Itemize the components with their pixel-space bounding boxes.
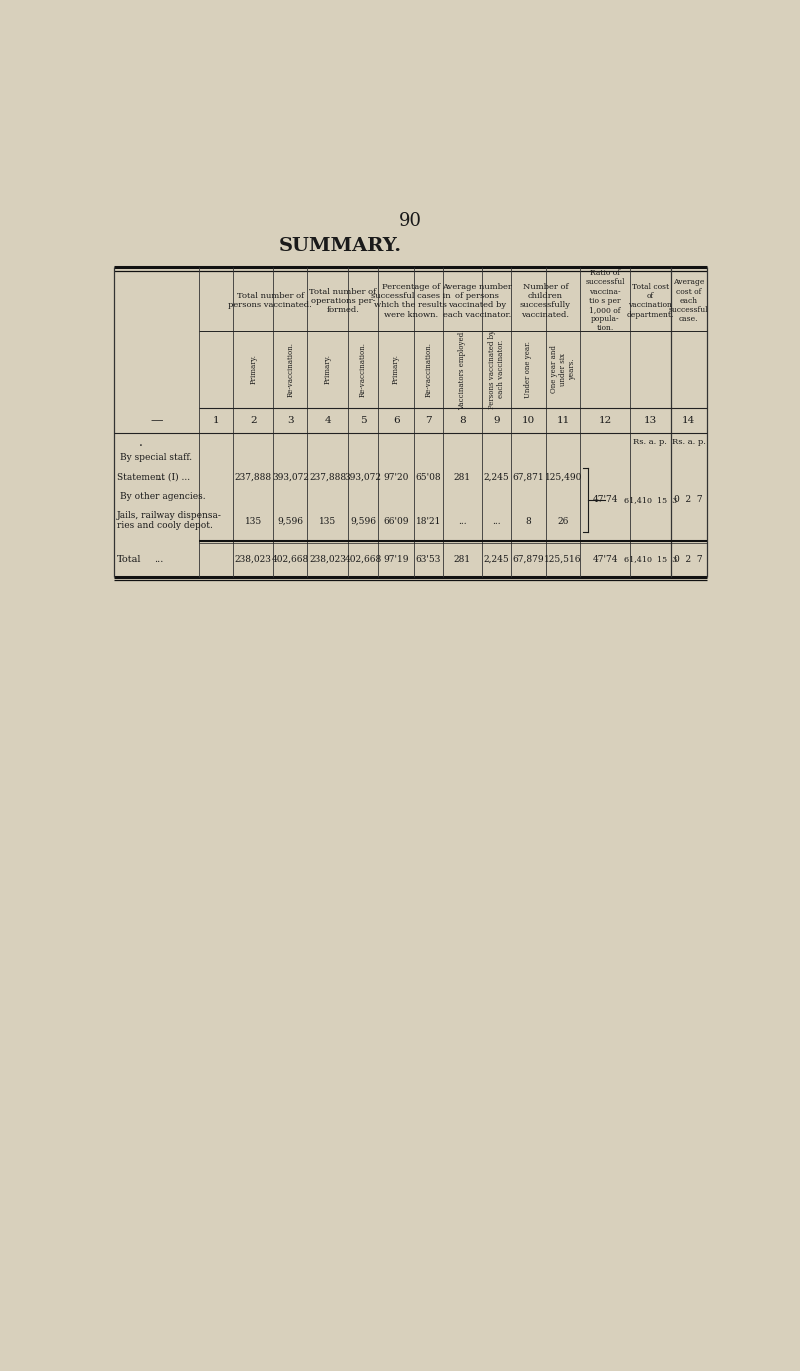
Text: Percentage of
successful cases in
which the results
were known.: Percentage of successful cases in which … bbox=[371, 282, 450, 318]
Text: Total cost
of
vaccination
department.: Total cost of vaccination department. bbox=[626, 282, 674, 318]
Text: 402,668: 402,668 bbox=[345, 555, 382, 563]
Text: 90: 90 bbox=[398, 213, 422, 230]
Text: 14: 14 bbox=[682, 415, 695, 425]
Text: 0  2  7: 0 2 7 bbox=[674, 555, 703, 563]
Text: Rs. a. p.: Rs. a. p. bbox=[634, 439, 667, 447]
Text: 61,410  15  3: 61,410 15 3 bbox=[624, 496, 677, 505]
Text: 281: 281 bbox=[454, 555, 471, 563]
Text: Primary.: Primary. bbox=[323, 354, 331, 384]
Text: ·: · bbox=[139, 440, 143, 452]
Text: Re-vaccination.: Re-vaccination. bbox=[359, 341, 367, 396]
Text: Jails, railway dispensa-: Jails, railway dispensa- bbox=[117, 511, 222, 520]
Text: One year and
under six
years.: One year and under six years. bbox=[550, 345, 576, 393]
Text: ries and cooly depot.: ries and cooly depot. bbox=[117, 521, 213, 531]
Text: 393,072: 393,072 bbox=[345, 473, 382, 481]
Text: 10: 10 bbox=[522, 415, 535, 425]
Text: Primary.: Primary. bbox=[250, 354, 258, 384]
Text: 7: 7 bbox=[425, 415, 432, 425]
Text: 238,023: 238,023 bbox=[309, 555, 346, 563]
Text: 61,410  15  3: 61,410 15 3 bbox=[624, 555, 677, 563]
Text: Primary.: Primary. bbox=[392, 354, 400, 384]
Text: 281: 281 bbox=[454, 473, 471, 481]
Text: 67,871: 67,871 bbox=[513, 473, 544, 481]
Text: Re-vaccination.: Re-vaccination. bbox=[424, 341, 432, 396]
Text: 2,245: 2,245 bbox=[483, 473, 509, 481]
Text: 238,023: 238,023 bbox=[235, 555, 272, 563]
Text: 237,888: 237,888 bbox=[309, 473, 346, 481]
Text: Average number
of persons
vaccinated by
each vaccinator.: Average number of persons vaccinated by … bbox=[442, 282, 512, 318]
Text: 11: 11 bbox=[557, 415, 570, 425]
Text: 97'19: 97'19 bbox=[383, 555, 409, 563]
Text: Under one year.: Under one year. bbox=[525, 341, 533, 398]
Text: 135: 135 bbox=[319, 517, 336, 525]
Text: Ratio of
successful
vaccina-
tio s per
1,000 of
popula-
tion.: Ratio of successful vaccina- tio s per 1… bbox=[586, 269, 625, 332]
Text: By other agencies.: By other agencies. bbox=[120, 492, 206, 500]
Text: ...: ... bbox=[157, 473, 165, 481]
Text: 402,668: 402,668 bbox=[272, 555, 309, 563]
Text: 97'20: 97'20 bbox=[383, 473, 409, 481]
Text: 5: 5 bbox=[360, 415, 366, 425]
Text: 6: 6 bbox=[393, 415, 399, 425]
Text: 3: 3 bbox=[287, 415, 294, 425]
Text: 63'53: 63'53 bbox=[416, 555, 441, 563]
Text: 65'08: 65'08 bbox=[415, 473, 442, 481]
Text: 12: 12 bbox=[598, 415, 612, 425]
Text: ...: ... bbox=[154, 555, 164, 563]
Text: Rs. a. p.: Rs. a. p. bbox=[672, 439, 706, 447]
Text: 9,596: 9,596 bbox=[278, 517, 303, 525]
Text: Total number of
persons vaccinated.: Total number of persons vaccinated. bbox=[228, 292, 312, 310]
Text: 9,596: 9,596 bbox=[350, 517, 376, 525]
Text: 2: 2 bbox=[250, 415, 257, 425]
Text: ...: ... bbox=[492, 517, 501, 525]
Text: 4: 4 bbox=[324, 415, 331, 425]
Text: 125,516: 125,516 bbox=[545, 555, 582, 563]
Text: 66'09: 66'09 bbox=[383, 517, 409, 525]
Text: 0  2  7: 0 2 7 bbox=[674, 495, 703, 505]
Text: Statement (I) ...: Statement (I) ... bbox=[117, 473, 190, 481]
Text: 18'21: 18'21 bbox=[416, 517, 441, 525]
Text: 125,490: 125,490 bbox=[545, 473, 582, 481]
Text: 237,888: 237,888 bbox=[234, 473, 272, 481]
Text: —: — bbox=[150, 414, 163, 426]
Text: 8: 8 bbox=[526, 517, 531, 525]
Text: 2,245: 2,245 bbox=[483, 555, 509, 563]
Text: Number of
children
successfully
vaccinated.: Number of children successfully vaccinat… bbox=[520, 282, 571, 318]
Text: Total number of
operations per-
formed.: Total number of operations per- formed. bbox=[310, 288, 377, 314]
Text: ...: ... bbox=[458, 517, 466, 525]
Text: 8: 8 bbox=[459, 415, 466, 425]
Text: 135: 135 bbox=[245, 517, 262, 525]
Text: Vaccinators employed.: Vaccinators employed. bbox=[458, 329, 466, 410]
Text: 67,879: 67,879 bbox=[513, 555, 544, 563]
Text: 13: 13 bbox=[644, 415, 657, 425]
Text: Persons vaccinated by
each vaccinator.: Persons vaccinated by each vaccinator. bbox=[487, 330, 505, 409]
Text: 47'74: 47'74 bbox=[592, 495, 618, 505]
Text: Average
cost of
each
successful
case.: Average cost of each successful case. bbox=[669, 278, 709, 324]
Text: Total: Total bbox=[117, 555, 142, 563]
Text: 393,072: 393,072 bbox=[272, 473, 309, 481]
Text: 9: 9 bbox=[493, 415, 499, 425]
Text: 47'74: 47'74 bbox=[592, 555, 618, 563]
Text: Re-vaccination.: Re-vaccination. bbox=[286, 341, 294, 396]
Text: By special staff.: By special staff. bbox=[120, 454, 192, 462]
Text: 1: 1 bbox=[213, 415, 219, 425]
Text: 26: 26 bbox=[558, 517, 569, 525]
Text: SUMMARY.: SUMMARY. bbox=[278, 237, 402, 255]
